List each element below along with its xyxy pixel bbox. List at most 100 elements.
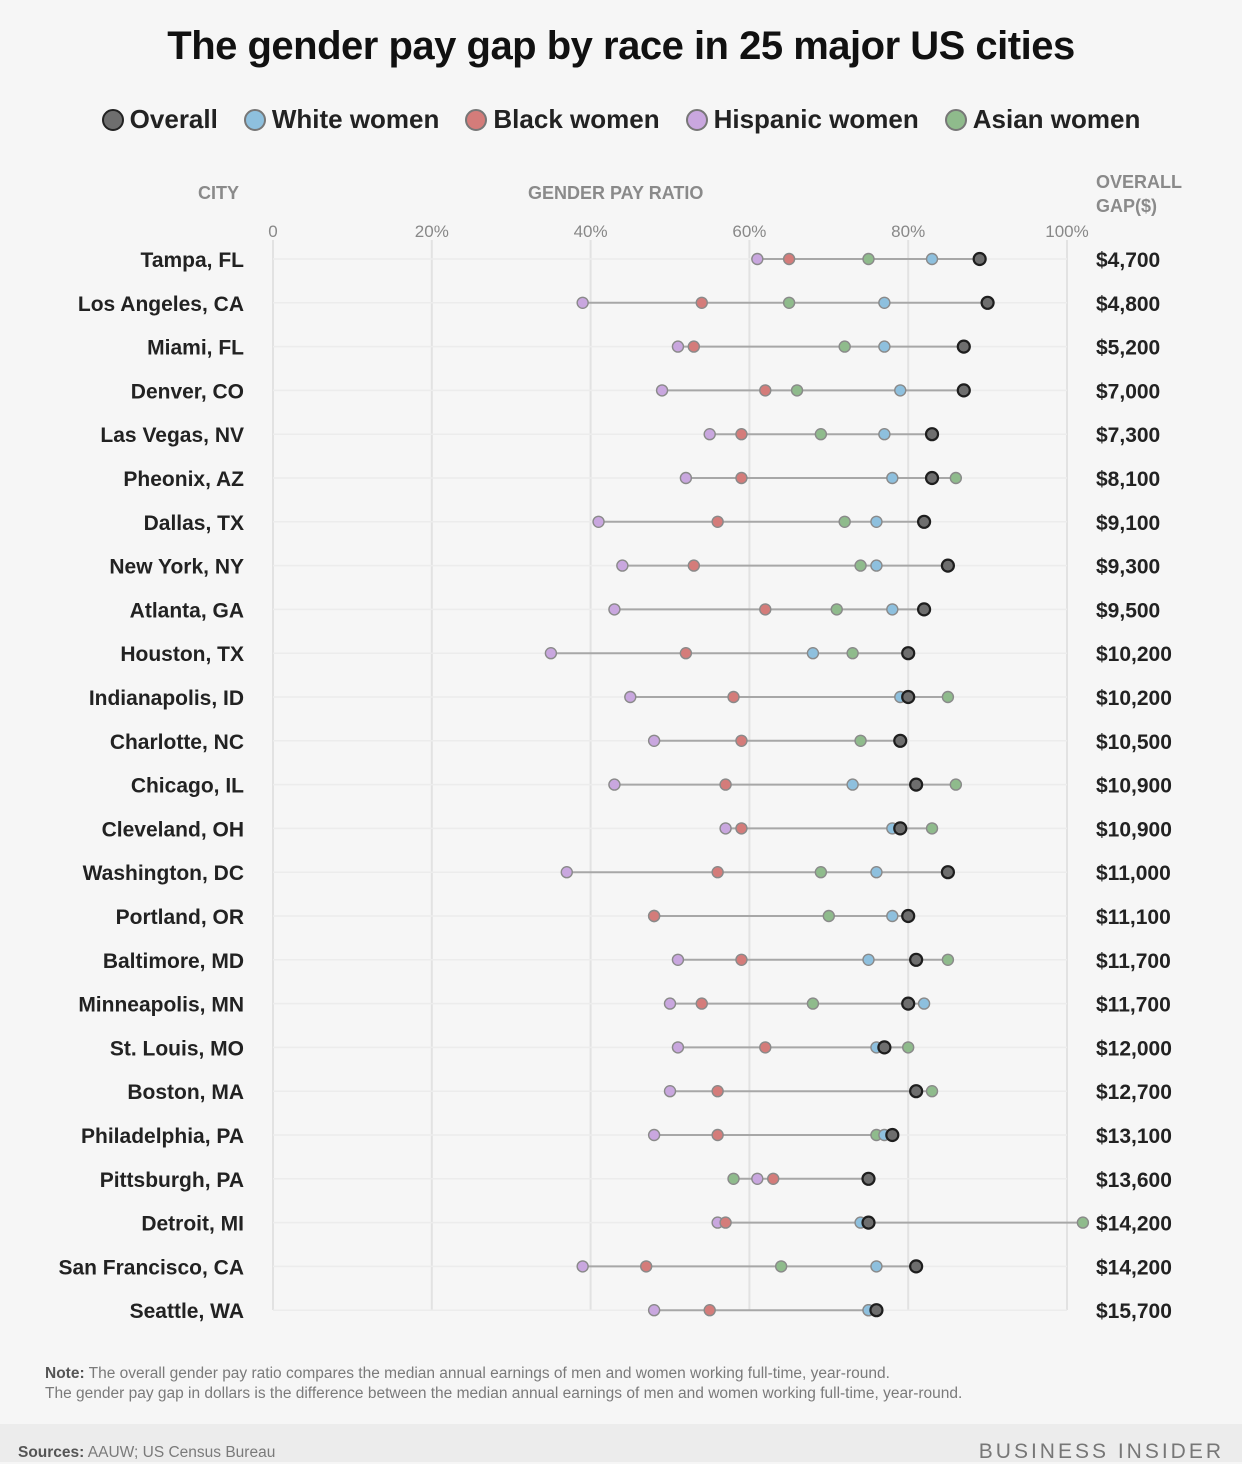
point-hispanic-women-pheonix-az [679, 471, 693, 485]
gap-value: $9,500 [1096, 599, 1160, 622]
point-hispanic-women-las-vegas-nv [703, 428, 716, 441]
gap-value: $10,200 [1096, 687, 1172, 710]
gap-value: $11,100 [1096, 906, 1171, 929]
legend-item-asian-women: Asian women [944, 104, 1140, 135]
legend-swatch-asian-women [944, 108, 967, 131]
point-asian-women-pheonix-az [949, 471, 963, 485]
gap-value: $10,500 [1096, 731, 1172, 754]
point-asian-women-minneapolis-mn [806, 997, 820, 1010]
point-asian-women-denver-co [790, 384, 804, 397]
point-hispanic-women-washington-dc [560, 866, 573, 879]
gap-value: $14,200 [1096, 1256, 1172, 1279]
point-hispanic-women-los-angeles-ca [576, 296, 589, 309]
legend: Overall White women Black women Hispanic… [0, 104, 1242, 135]
legend-label-overall: Overall [129, 104, 218, 134]
point-hispanic-women-indianapolis-id [624, 690, 637, 704]
gap-header-line-2: GAP($) [1096, 196, 1158, 216]
gap-value: $10,900 [1096, 818, 1172, 841]
gap-column-header: OVERALL GAP($) [1096, 170, 1182, 218]
city-label: Cleveland, OH [102, 818, 244, 841]
point-white-women-chicago-il [846, 778, 859, 791]
sources-label: Sources: [18, 1444, 85, 1461]
point-black-women-los-angeles-ca [695, 296, 708, 309]
city-label: Boston, MA [127, 1081, 244, 1104]
point-hispanic-women-cleveland-oh [719, 822, 732, 835]
point-asian-women-chicago-il [949, 778, 963, 791]
x-tick-label: 0 [268, 222, 277, 241]
legend-swatch-overall [101, 108, 124, 131]
gap-value: $14,200 [1096, 1213, 1172, 1236]
legend-item-hispanic-women: Hispanic women [685, 104, 919, 135]
city-label: Las Vegas, NV [100, 424, 244, 447]
gap-value: $9,300 [1096, 556, 1160, 579]
city-label: New York, NY [109, 556, 244, 579]
brand-logo: BUSINESS INSIDER [978, 1440, 1224, 1463]
city-label: Minneapolis, MN [78, 994, 244, 1017]
point-asian-women-atlanta-ga [830, 603, 843, 616]
point-overall-portland-or [901, 908, 916, 924]
gap-value: $8,100 [1096, 468, 1160, 491]
gap-header-line-1: OVERALL [1096, 172, 1183, 192]
legend-label-hispanic-women: Hispanic women [713, 104, 919, 134]
chart-title: The gender pay gap by race in 25 major U… [167, 24, 1075, 68]
point-hispanic-women-chicago-il [608, 778, 621, 791]
city-label: Pittsburgh, PA [100, 1169, 244, 1192]
city-label: Tampa, FL [141, 249, 245, 272]
point-overall-detroit-mi [861, 1215, 876, 1230]
point-asian-women-san-francisco-ca [774, 1260, 788, 1273]
sources-text: AAUW; US Census Bureau [87, 1444, 276, 1461]
city-label: Pheonix, AZ [123, 468, 244, 491]
point-asian-women-washington-dc [814, 866, 828, 879]
legend-item-overall: Overall [101, 104, 218, 135]
point-black-women-detroit-mi [719, 1216, 732, 1229]
city-label: Atlanta, GA [130, 599, 244, 622]
point-asian-women-cleveland-oh [925, 822, 939, 835]
x-tick-label: 20% [415, 222, 449, 241]
point-black-women-philadelphia-pa [711, 1128, 724, 1142]
point-overall-denver-co [956, 383, 971, 398]
point-white-women-las-vegas-nv [878, 428, 891, 441]
legend-item-black-women: Black women [465, 104, 660, 135]
x-tick-label: 60% [732, 222, 766, 241]
point-black-women-miami-fl [687, 340, 701, 353]
point-black-women-chicago-il [719, 778, 732, 791]
gap-value: $7,300 [1096, 424, 1160, 447]
point-hispanic-women-seattle-wa [647, 1303, 661, 1317]
point-overall-philadelphia-pa [885, 1127, 900, 1143]
point-asian-women-baltimore-md [941, 953, 955, 966]
city-label: Chicago, IL [131, 775, 244, 798]
point-overall-minneapolis-mn [901, 996, 916, 1011]
legend-item-white-women: White women [243, 104, 439, 135]
point-asian-women-portland-or [822, 909, 835, 923]
point-asian-women-charlotte-nc [854, 734, 867, 747]
point-white-women-atlanta-ga [886, 603, 899, 616]
point-white-women-baltimore-md [862, 953, 875, 966]
point-white-women-denver-co [894, 384, 907, 397]
point-overall-boston-ma [909, 1084, 924, 1099]
gap-value: $11,700 [1096, 994, 1171, 1017]
point-overall-los-angeles-ca [980, 295, 995, 310]
point-overall-washington-dc [940, 865, 956, 880]
point-asian-women-houston-tx [846, 647, 859, 660]
x-tick-label: 40% [574, 222, 608, 241]
point-asian-women-dallas-tx [838, 515, 851, 528]
point-white-women-miami-fl [878, 340, 891, 353]
point-overall-charlotte-nc [893, 733, 908, 748]
point-overall-san-francisco-ca [909, 1259, 924, 1274]
city-label: Dallas, TX [144, 512, 244, 535]
point-black-women-boston-ma [711, 1084, 724, 1098]
point-asian-women-los-angeles-ca [782, 296, 796, 309]
gap-value: $12,000 [1096, 1037, 1172, 1060]
point-overall-indianapolis-id [901, 689, 916, 705]
point-black-women-atlanta-ga [759, 603, 772, 616]
point-overall-miami-fl [956, 339, 971, 354]
point-hispanic-women-tampa-fl [751, 252, 764, 266]
point-black-women-indianapolis-id [727, 690, 740, 704]
point-overall-las-vegas-nv [924, 427, 940, 442]
gap-value: $10,900 [1096, 775, 1172, 798]
point-overall-houston-tx [901, 646, 916, 661]
point-white-women-san-francisco-ca [870, 1260, 883, 1273]
gap-value: $15,700 [1096, 1300, 1172, 1323]
point-hispanic-women-pittsburgh-pa [751, 1172, 764, 1186]
note-label: Note: [45, 1365, 85, 1382]
